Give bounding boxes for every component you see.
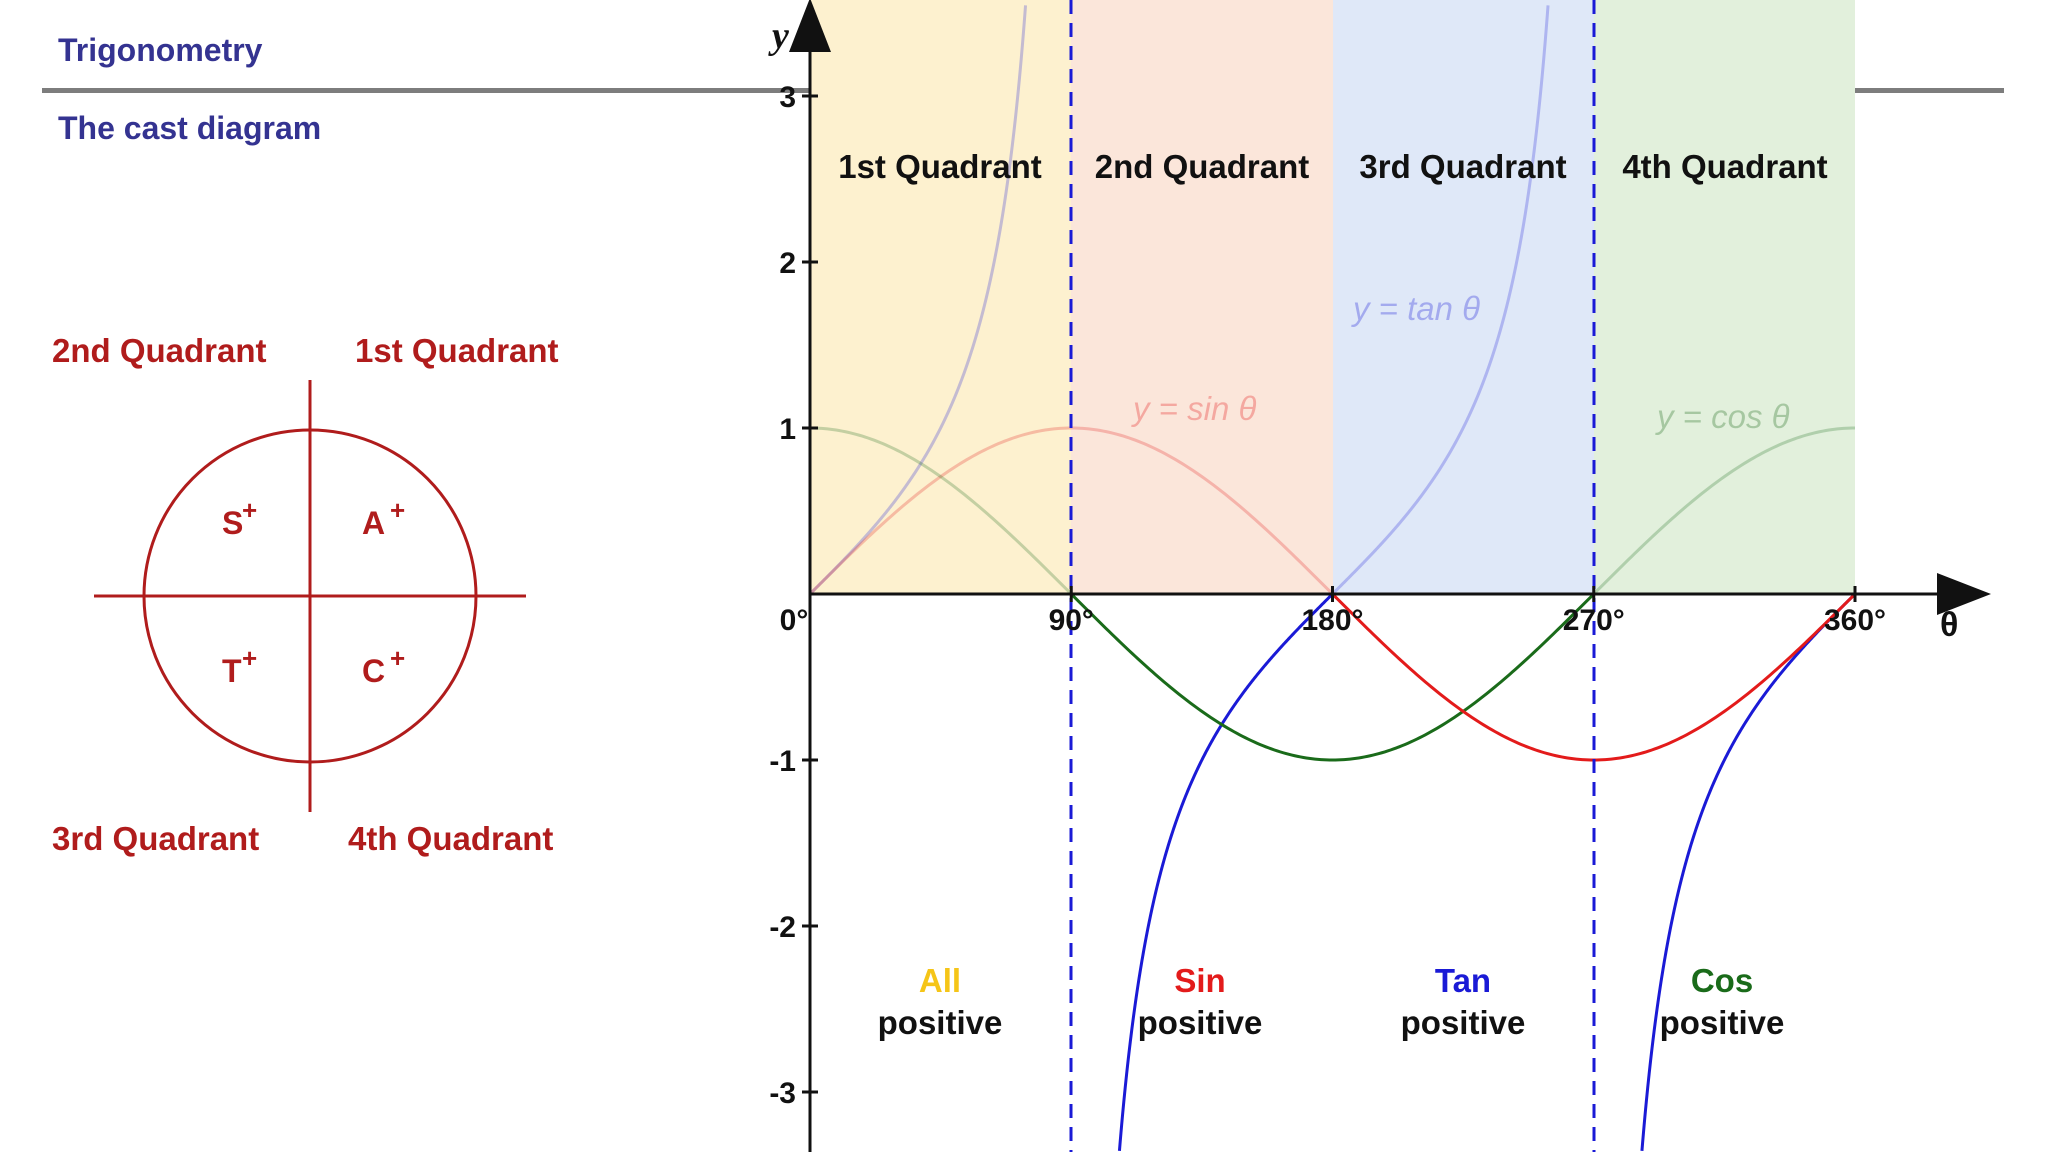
page-title: Trigonometry <box>58 32 263 68</box>
graph-quadrant-3-label: 3rd Quadrant <box>1359 148 1566 185</box>
y-tick-label-2: 2 <box>779 247 796 280</box>
graph-quadrant-1-label: 1st Quadrant <box>838 148 1042 185</box>
cast-letter-a: A <box>362 505 385 541</box>
graph-quadrant-4-label: 4th Quadrant <box>1622 148 1827 185</box>
cast-letter-s: S <box>222 505 243 541</box>
tan-positive-text: positive <box>1401 1004 1526 1041</box>
y-tick-label-3: 3 <box>779 81 796 114</box>
tan-word: Tan <box>1435 962 1491 999</box>
cos-curve-negative <box>1070 592 1595 762</box>
x-tick-group: 0° 90° 180° 270° 360° <box>780 586 1886 637</box>
cos-curve-faded-q1 <box>809 426 1073 596</box>
cast-label-q2: 2nd Quadrant <box>52 332 267 369</box>
cast-plus-t: + <box>242 643 257 673</box>
cos-curve-label: y = cos θ <box>1655 398 1790 435</box>
sin-positive-text: positive <box>1138 1004 1263 1041</box>
quadrant-2-region <box>1071 0 1333 594</box>
y-tick-label-1: 1 <box>779 413 796 446</box>
cast-label-q3: 3rd Quadrant <box>52 820 259 857</box>
cos-curve-faded-q4 <box>1592 426 1856 596</box>
y-axis-label: y <box>768 15 789 57</box>
tan-curve-label: y = tan θ <box>1351 290 1480 327</box>
tan-curve-faded-q1 <box>808 5 1028 596</box>
y-tick-label--3: -3 <box>769 1077 796 1110</box>
quadrant-1-region <box>810 0 1071 594</box>
cos-positive-text: positive <box>1660 1004 1785 1041</box>
x-tick-label-180: 180° <box>1301 604 1363 637</box>
x-tick-label-360: 360° <box>1824 604 1886 637</box>
x-tick-label-270: 270° <box>1563 604 1625 637</box>
all-positive-text: positive <box>878 1004 1003 1041</box>
sin-curve-label: y = sin θ <box>1131 390 1256 427</box>
x-tick-label-90: 90° <box>1049 604 1094 637</box>
cast-label-q1: 1st Quadrant <box>355 332 559 369</box>
tan-curve-faded-q3 <box>1331 5 1550 596</box>
cast-label-q4: 4th Quadrant <box>348 820 553 857</box>
all-word: All <box>919 962 961 999</box>
page-subtitle: The cast diagram <box>58 110 322 146</box>
cast-letter-t: T <box>222 653 242 689</box>
tan-curve-q4 <box>1640 593 1856 1151</box>
quadrant-3-region <box>1333 0 1594 594</box>
cast-letter-c: C <box>362 653 385 689</box>
x-tick-label-0: 0° <box>780 604 809 637</box>
cast-plus-s: + <box>242 495 257 525</box>
y-tick-group: 3 2 1 -1 -2 -3 <box>769 81 818 1110</box>
tan-curve-q2 <box>1117 593 1334 1151</box>
y-tick-label--2: -2 <box>769 911 796 944</box>
cast-plus-c: + <box>390 643 405 673</box>
graph-quadrant-2-label: 2nd Quadrant <box>1095 148 1310 185</box>
x-axis-label: θ <box>1940 606 1958 644</box>
sin-word: Sin <box>1174 962 1225 999</box>
quadrant-4-region <box>1594 0 1855 594</box>
cast-plus-a: + <box>390 495 405 525</box>
cast-diagram: 2nd Quadrant 1st Quadrant 3rd Quadrant 4… <box>52 332 559 857</box>
cos-word: Cos <box>1691 962 1753 999</box>
y-tick-label--1: -1 <box>769 745 796 778</box>
